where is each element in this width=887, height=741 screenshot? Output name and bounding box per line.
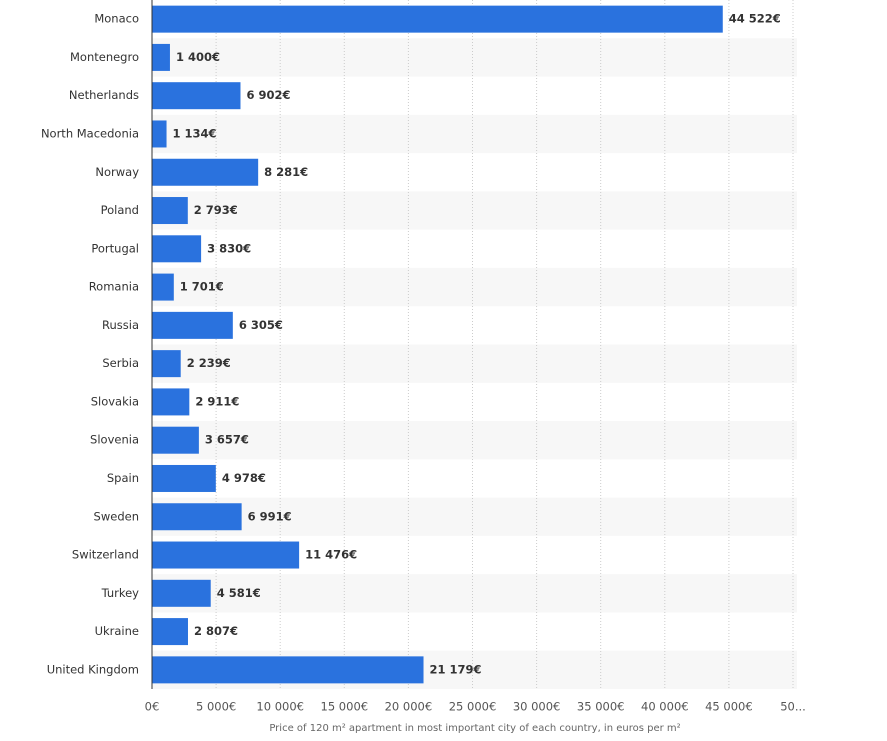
bar xyxy=(152,541,300,569)
y-tick-label: Slovenia xyxy=(90,433,139,447)
row-band xyxy=(152,38,797,77)
y-tick-label: Ukraine xyxy=(95,624,139,638)
x-tick-label: 15 000€ xyxy=(321,700,369,714)
bar xyxy=(152,82,241,110)
value-label: 2 239€ xyxy=(187,356,231,370)
x-axis-title: Price of 120 m² apartment in most import… xyxy=(269,723,680,734)
y-tick-label: Portugal xyxy=(91,241,139,255)
y-tick-label: Norway xyxy=(95,165,139,179)
row-band xyxy=(152,267,797,307)
x-tick-label: 25 000€ xyxy=(449,700,497,714)
bar xyxy=(152,43,170,71)
value-label: 44 522€ xyxy=(729,12,781,26)
bar xyxy=(152,235,202,263)
y-tick-label: Serbia xyxy=(102,356,139,370)
bar xyxy=(152,464,216,492)
value-label: 2 793€ xyxy=(194,203,238,217)
y-tick-label: Sweden xyxy=(94,509,139,523)
value-label: 2 807€ xyxy=(194,624,238,638)
y-tick-label: Turkey xyxy=(101,586,140,600)
y-tick-label: Switzerland xyxy=(72,548,139,562)
y-tick-label: North Macedonia xyxy=(41,126,139,140)
y-tick-label: Russia xyxy=(102,318,139,332)
x-tick-label: 10 000€ xyxy=(256,700,304,714)
bar xyxy=(152,656,424,684)
row-band xyxy=(152,191,797,230)
bar xyxy=(152,618,188,646)
bar xyxy=(152,273,174,301)
bar xyxy=(152,350,181,378)
value-label: 6 902€ xyxy=(246,88,290,102)
x-tick-label: 20 000€ xyxy=(385,700,433,714)
bar xyxy=(152,579,211,607)
x-tick-label: 30 000€ xyxy=(513,700,561,714)
row-band xyxy=(152,497,797,536)
y-tick-label: United Kingdom xyxy=(47,662,139,676)
value-label: 6 305€ xyxy=(239,318,283,332)
bar xyxy=(152,158,259,186)
value-label: 1 701€ xyxy=(180,280,224,294)
bar xyxy=(152,503,242,531)
y-tick-label: Montenegro xyxy=(70,50,139,64)
bar xyxy=(152,120,167,148)
value-label: 2 911€ xyxy=(195,394,239,408)
value-label: 21 179€ xyxy=(430,662,482,676)
row-band xyxy=(152,421,797,460)
value-label: 4 978€ xyxy=(222,471,266,485)
value-label: 1 400€ xyxy=(176,50,220,64)
value-label: 3 830€ xyxy=(207,241,251,255)
x-tick-label: 50... xyxy=(780,700,806,714)
bar xyxy=(152,197,188,225)
row-band xyxy=(152,574,797,613)
x-tick-label: 0€ xyxy=(145,700,160,714)
y-tick-label: Romania xyxy=(89,280,139,294)
y-tick-label: Monaco xyxy=(94,12,139,26)
marks: 0€ 5 000€ 10 000€ 15 000€ 20 000€ 25 000€ 30 0… xyxy=(41,0,806,714)
bar xyxy=(152,5,723,33)
x-tick-label: 35 000€ xyxy=(577,700,625,714)
x-tick-label: 45 000€ xyxy=(705,700,753,714)
y-tick-label: Poland xyxy=(101,203,139,217)
row-band xyxy=(152,344,797,383)
y-tick-label: Spain xyxy=(107,471,139,485)
x-tick-label: 5 000€ xyxy=(196,700,236,714)
y-tick-label: Slovakia xyxy=(91,394,139,408)
value-label: 11 476€ xyxy=(305,548,357,562)
bar xyxy=(152,426,199,454)
row-band xyxy=(152,114,797,154)
value-label: 1 134€ xyxy=(173,126,217,140)
bar xyxy=(152,388,190,416)
value-label: 8 281€ xyxy=(264,165,308,179)
value-label: 4 581€ xyxy=(217,586,261,600)
value-label: 3 657€ xyxy=(205,433,249,447)
value-label: 6 991€ xyxy=(248,509,292,523)
y-tick-label: Netherlands xyxy=(69,88,139,102)
bar xyxy=(152,311,233,339)
x-tick-label: 40 000€ xyxy=(641,700,689,714)
